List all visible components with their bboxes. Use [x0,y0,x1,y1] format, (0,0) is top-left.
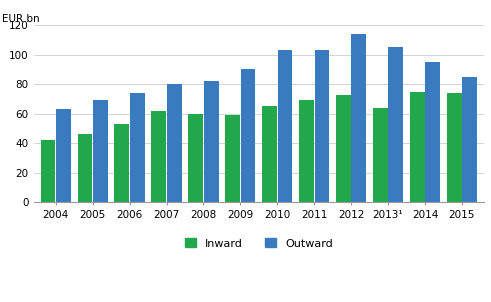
Bar [373,108,388,202]
Bar [188,114,203,202]
Bar [425,62,440,202]
Bar [462,77,477,202]
Bar [167,84,182,202]
Bar [352,34,366,202]
Bar [315,50,329,202]
Bar [204,81,218,202]
Bar [93,101,108,202]
Bar [78,134,92,202]
Bar [447,93,462,202]
Bar [114,124,129,202]
Bar [225,115,240,202]
Bar [299,101,314,202]
Bar [388,47,403,202]
Bar [336,95,351,202]
Bar [410,92,425,202]
Bar [130,93,145,202]
Bar [151,111,166,202]
Bar [56,109,71,202]
Bar [41,140,55,202]
Bar [241,69,255,202]
Bar [262,106,277,202]
Legend: Inward, Outward: Inward, Outward [181,234,337,253]
Text: EUR bn: EUR bn [2,14,40,24]
Bar [277,50,293,202]
